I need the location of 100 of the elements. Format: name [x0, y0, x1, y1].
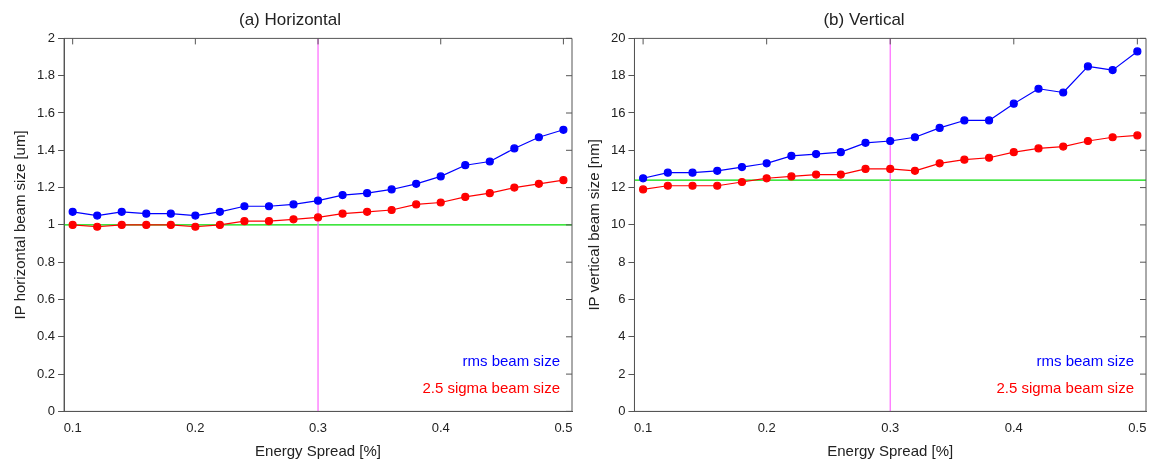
point	[289, 200, 298, 209]
point	[663, 181, 672, 190]
point	[861, 138, 870, 147]
y-tick-label: 2	[618, 365, 626, 381]
y-tick-label: 16	[610, 104, 626, 120]
point	[737, 177, 747, 187]
x-tick-label: 0.5	[1128, 419, 1147, 435]
y-tick-label: 1.4	[36, 141, 56, 157]
y-tick-label: 18	[610, 67, 626, 83]
point	[93, 222, 102, 231]
point	[639, 174, 648, 183]
point	[1083, 62, 1093, 71]
text: rms beam size	[462, 352, 560, 370]
point	[1034, 144, 1043, 153]
point	[387, 185, 396, 194]
text: 2.5 sigma beam size	[422, 379, 560, 397]
point	[984, 116, 994, 125]
point	[363, 189, 372, 198]
point	[461, 161, 470, 170]
point	[935, 159, 944, 168]
point	[886, 164, 895, 174]
point	[787, 151, 796, 160]
point	[1108, 133, 1117, 142]
point	[93, 211, 102, 220]
point	[117, 220, 126, 229]
point	[811, 149, 821, 159]
x-tick-label: 0.2	[186, 419, 205, 435]
point	[1009, 99, 1018, 108]
point	[639, 185, 648, 194]
y-axis-title: IP vertical beam size [nm]	[585, 139, 603, 311]
point	[215, 220, 224, 229]
point	[510, 183, 519, 192]
point	[984, 153, 994, 162]
point	[688, 181, 697, 190]
point	[534, 133, 543, 142]
point	[68, 220, 77, 229]
point	[338, 190, 347, 200]
point	[910, 166, 920, 175]
x-tick-label: 0.2	[757, 419, 776, 435]
point	[436, 172, 445, 181]
point	[559, 125, 568, 134]
point	[1059, 88, 1068, 97]
point	[861, 164, 870, 174]
point	[1034, 84, 1043, 93]
point	[142, 220, 151, 229]
y-tick-label: 0.8	[36, 253, 56, 269]
text: rms beam size	[1036, 352, 1134, 370]
point	[1083, 136, 1093, 146]
point	[1009, 148, 1018, 157]
point	[811, 170, 821, 179]
point	[960, 116, 969, 125]
point	[935, 123, 944, 133]
point	[836, 170, 845, 179]
point	[142, 209, 151, 218]
y-tick-label: 1.2	[36, 179, 56, 195]
x-axis-title: Energy Spread [%]	[255, 442, 381, 460]
point	[68, 207, 77, 216]
point	[960, 155, 969, 164]
point	[117, 207, 126, 216]
point	[485, 157, 494, 166]
y-tick-label: 8	[618, 253, 626, 269]
x-tick-label: 0.4	[1004, 419, 1023, 435]
point	[1059, 142, 1068, 151]
point	[510, 144, 519, 153]
point	[264, 217, 274, 226]
point	[713, 166, 722, 175]
point	[836, 148, 845, 157]
x-tick-label: 0.1	[63, 419, 82, 435]
y-axis-title: IP horizontal beam size [um]	[11, 130, 29, 320]
x-axis-title: Energy Spread [%]	[827, 442, 954, 460]
y-tick-label: 0	[47, 402, 56, 418]
point	[1108, 66, 1117, 75]
y-tick-label: 6	[618, 291, 626, 307]
y-tick-label: 1	[47, 216, 56, 232]
point	[688, 168, 697, 177]
point	[886, 136, 895, 146]
x-tick-label: 0.4	[431, 419, 450, 435]
point	[534, 179, 543, 188]
point	[713, 181, 722, 190]
point	[240, 202, 249, 211]
point	[264, 202, 274, 211]
chart-title: (b) Vertical	[823, 9, 905, 29]
point	[313, 213, 323, 222]
y-tick-label: 0	[618, 402, 626, 418]
x-tick-label: 0.3	[881, 419, 900, 435]
point	[1133, 47, 1142, 56]
y-tick-label: 14	[610, 141, 626, 157]
point	[762, 159, 771, 168]
x-tick-label: 0.3	[309, 419, 328, 435]
x-tick-label: 0.5	[554, 419, 573, 435]
point	[387, 205, 396, 215]
point	[762, 174, 771, 183]
y-tick-label: 0.2	[36, 365, 56, 381]
point	[240, 217, 249, 226]
y-tick-label: 4	[618, 328, 626, 344]
point	[910, 133, 920, 142]
text: 2.5 sigma beam size	[996, 379, 1134, 397]
point	[485, 189, 494, 198]
point	[191, 211, 200, 220]
point	[412, 179, 421, 188]
